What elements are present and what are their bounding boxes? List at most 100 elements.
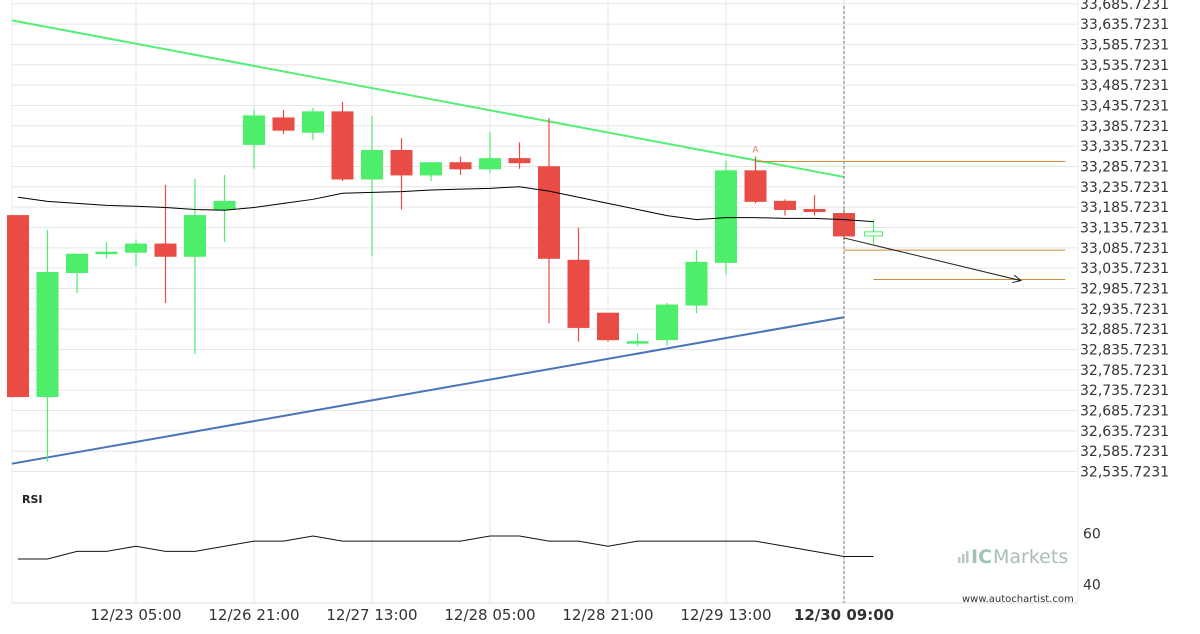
candle: [243, 109, 265, 169]
candle-body: [538, 166, 560, 259]
x-tick-label: 12/28 21:00: [562, 606, 653, 624]
candle-body: [272, 117, 295, 131]
candle: [685, 250, 708, 314]
overlays: A: [17, 6, 1066, 603]
candle: [361, 115, 383, 257]
y-tick-label: 33,485.7231: [1080, 78, 1169, 94]
candle: [538, 117, 560, 324]
x-tick-label: 12/28 05:00: [444, 606, 535, 624]
y-tick-label: 32,735.7231: [1080, 383, 1169, 399]
candle-body: [597, 312, 619, 341]
x-tick-label: 12/30 09:00: [794, 606, 894, 624]
brand-logo-bar: [962, 554, 965, 563]
y-tick-label: 33,635.7231: [1080, 17, 1169, 33]
candle-body: [449, 162, 472, 170]
candle-body: [420, 162, 442, 176]
candle: [774, 199, 796, 216]
candle: [213, 174, 236, 243]
y-tick-label: 32,985.7231: [1080, 281, 1169, 297]
y-tick-label: 33,285.7231: [1080, 159, 1169, 175]
candle: [331, 101, 354, 182]
brand-name: Markets: [993, 546, 1068, 568]
plot-background: [12, 0, 1078, 603]
rsi-tick-label: 40: [1083, 578, 1101, 594]
y-tick-label: 33,135.7231: [1080, 220, 1169, 236]
candle: [597, 312, 619, 342]
candle-body: [744, 170, 767, 202]
candle: [272, 109, 295, 135]
y-tick-label: 33,235.7231: [1080, 180, 1169, 196]
candle: [302, 107, 324, 141]
brand-prefix: IC: [971, 546, 992, 568]
candle-body: [479, 158, 501, 170]
candle: [184, 178, 206, 354]
y-tick-label: 33,035.7231: [1080, 261, 1169, 277]
candle-body: [331, 111, 354, 180]
y-tick-label: 32,785.7231: [1080, 363, 1169, 379]
candle: [626, 333, 649, 346]
candle-body: [715, 170, 737, 263]
y-tick-label: 33,335.7231: [1080, 139, 1169, 155]
x-tick-label: 12/27 13:00: [326, 606, 417, 624]
y-tick-label: 33,385.7231: [1080, 119, 1169, 135]
support-line: [11, 316, 845, 465]
watermark-url: www.autochartist.com: [962, 594, 1074, 605]
brand-logo-bar: [966, 551, 969, 563]
moving-average-line: [17, 186, 874, 223]
candle: [449, 156, 472, 175]
candle-body: [7, 215, 29, 398]
candle-body: [154, 243, 177, 257]
candle-body: [361, 149, 383, 180]
y-tick-label: 32,535.7231: [1080, 465, 1169, 481]
y-tick-label: 32,885.7231: [1080, 322, 1169, 338]
candle: [656, 303, 678, 346]
pattern-point-label: A: [752, 146, 759, 156]
x-tick-label: 12/29 13:00: [680, 606, 771, 624]
candle-body: [243, 115, 265, 145]
candle: [125, 239, 147, 267]
brand-logo-bar: [958, 557, 961, 563]
candle: [833, 209, 855, 240]
candle-body: [66, 253, 88, 274]
branding: IC Markets www.autochartist.com: [958, 546, 1074, 605]
candle-body: [508, 158, 531, 164]
candle-body: [95, 251, 118, 255]
y-tick-label: 33,185.7231: [1080, 200, 1169, 216]
candle-body: [656, 304, 678, 341]
candle: [420, 162, 442, 182]
candle: [864, 219, 883, 245]
candle-body: [184, 215, 206, 257]
candle-body: [774, 200, 796, 210]
candle: [508, 142, 531, 169]
candle: [744, 156, 767, 204]
axes: 33,685.7231 33,635.7231 33,585.7231 33,535.…: [90, 0, 1169, 624]
y-tick-label: 33,585.7231: [1080, 37, 1169, 53]
y-tick-label: 32,585.7231: [1080, 444, 1169, 460]
rsi-label: RSI: [22, 493, 43, 506]
candle: [390, 138, 413, 210]
trendlines: [11, 19, 845, 465]
y-tick-label: 32,685.7231: [1080, 404, 1169, 420]
y-tick-label: 33,535.7231: [1080, 58, 1169, 74]
y-tick-label: 33,085.7231: [1080, 241, 1169, 257]
y-tick-label: 33,685.7231: [1080, 0, 1169, 13]
y-tick-label: 32,635.7231: [1080, 424, 1169, 440]
candle: [567, 227, 590, 342]
candle-body: [567, 259, 590, 328]
candle-body: [390, 149, 413, 176]
rsi-line: [18, 535, 874, 560]
x-tick-label: 12/23 05:00: [90, 606, 181, 624]
candle-body: [36, 272, 59, 398]
x-tick-label: 12/26 21:00: [208, 606, 299, 624]
grid: [11, 0, 1079, 604]
candle: [479, 132, 501, 173]
candle-body: [803, 208, 826, 213]
y-tick-label: 33,435.7231: [1080, 98, 1169, 114]
projection-arrow-line: [843, 237, 1022, 282]
candle-body: [213, 200, 236, 210]
candle: [66, 253, 88, 293]
candle: [36, 229, 59, 462]
y-tick-label: 32,835.7231: [1080, 343, 1169, 359]
